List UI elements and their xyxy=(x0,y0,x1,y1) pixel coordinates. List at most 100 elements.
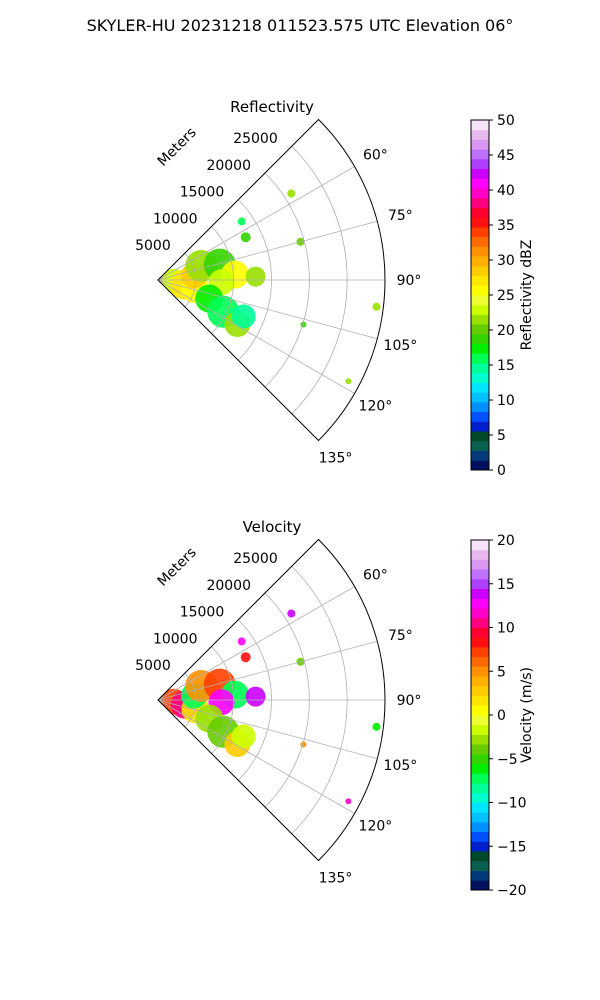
echo-field xyxy=(160,609,381,805)
colorbar-swatch xyxy=(471,353,489,364)
echo-blob xyxy=(231,304,256,329)
colorbar-swatch xyxy=(471,578,489,590)
colorbar-tick-label: −20 xyxy=(497,883,527,899)
colorbar-swatch xyxy=(471,608,489,619)
azimuth-spoke xyxy=(157,699,378,760)
colorbar-tick-label: 50 xyxy=(497,113,515,129)
colorbar-swatch xyxy=(471,207,489,218)
azimuth-tick-label: 105° xyxy=(384,758,418,774)
colorbar-swatch xyxy=(471,569,489,580)
colorbar-swatch xyxy=(471,549,489,560)
azimuth-tick-label: 60° xyxy=(363,568,388,584)
colorbar-swatch xyxy=(471,226,489,238)
colorbar-swatch xyxy=(471,792,489,803)
colorbar-tick-label: 0 xyxy=(497,708,506,724)
radial-tick-label: 20000 xyxy=(206,578,251,594)
panel-title: Reflectivity xyxy=(230,98,314,116)
azimuth-spoke xyxy=(157,640,378,701)
azimuth-tick-label: 75° xyxy=(388,628,413,644)
colorbar-tick-label: −15 xyxy=(497,839,527,855)
azimuth-tick-label: 75° xyxy=(388,208,413,224)
colorbar-swatch xyxy=(471,880,489,891)
colorbar-label: Reflectivity dBZ xyxy=(519,240,535,351)
colorbar-swatch xyxy=(471,656,489,667)
azimuth-tick-label: 135° xyxy=(319,871,353,887)
colorbar-swatch xyxy=(471,285,489,296)
colorbar-swatch xyxy=(471,158,489,170)
colorbar-swatch xyxy=(471,421,489,432)
colorbar-swatch xyxy=(471,588,489,599)
colorbar-swatch xyxy=(471,460,489,471)
azimuth-spoke xyxy=(157,699,355,814)
colorbar-swatch xyxy=(471,392,489,403)
azimuth-spoke xyxy=(157,220,378,281)
colorbar: 0 5 10 15 20 25 30 35 40 45 50 Reflectivity dBZ xyxy=(470,113,535,479)
colorbar-tick-label: 15 xyxy=(497,358,515,374)
colorbar-swatch xyxy=(471,333,489,345)
echo-blob xyxy=(231,724,256,749)
radial-tick-label: 10000 xyxy=(153,211,198,227)
echo-blob xyxy=(287,189,296,198)
colorbar-tick-label: 20 xyxy=(497,323,515,339)
colorbar-swatch xyxy=(471,666,489,677)
colorbar-swatch xyxy=(471,744,489,755)
colorbar-swatch xyxy=(471,559,489,570)
echo-blob xyxy=(372,302,381,311)
echo-blob xyxy=(345,378,352,385)
figure-title: SKYLER-HU 20231218 011523.575 UTC Elevat… xyxy=(86,16,514,35)
sector-outline xyxy=(157,118,386,442)
colorbar-swatch xyxy=(471,372,489,383)
colorbar-swatch xyxy=(471,870,489,881)
colorbar-swatch xyxy=(471,382,489,393)
azimuth-spoke xyxy=(157,586,355,701)
colorbar-tick-label: 5 xyxy=(497,664,506,680)
colorbar-swatch xyxy=(471,256,489,267)
colorbar-swatch xyxy=(471,685,489,696)
echo-blob xyxy=(372,722,381,731)
azimuth-tick-label: 135° xyxy=(319,451,353,467)
azimuth-tick-label: 60° xyxy=(363,148,388,164)
colorbar-tick-label: 5 xyxy=(497,428,506,444)
colorbar-swatch xyxy=(471,265,489,276)
colorbar-tick-label: 15 xyxy=(497,577,515,593)
colorbar-swatch xyxy=(471,139,489,150)
colorbar-swatch xyxy=(471,236,489,247)
colorbar-swatch xyxy=(471,637,489,648)
colorbar-swatch xyxy=(471,617,489,628)
colorbar-swatch xyxy=(471,363,489,374)
radial-tick-label: 10000 xyxy=(153,631,198,647)
colorbar-swatch xyxy=(471,724,489,735)
colorbar-swatch xyxy=(471,860,489,871)
colorbar-swatch xyxy=(471,705,489,716)
azimuth-tick-label: 105° xyxy=(384,338,418,354)
colorbar-swatch xyxy=(471,129,489,140)
colorbar-tick-label: 45 xyxy=(497,148,515,164)
colorbar-swatch xyxy=(471,411,489,422)
colorbar-swatch xyxy=(471,120,489,131)
colorbar-swatch xyxy=(471,188,489,199)
colorbar-swatch xyxy=(471,246,489,257)
radial-tick-label: 15000 xyxy=(180,185,225,201)
echo-blob xyxy=(240,652,251,663)
echo-blob xyxy=(287,609,296,618)
velocity-panel: Velocity 5000 10000 15000 20000 25000 60° 75° 90… xyxy=(135,518,535,899)
colorbar-tick-label: 0 xyxy=(497,463,506,479)
colorbar-swatch xyxy=(471,178,489,189)
azimuth-spoke xyxy=(157,279,355,394)
colorbar-swatch xyxy=(471,821,489,833)
radial-axis-label: Meters xyxy=(155,545,200,590)
azimuth-tick-label: 120° xyxy=(359,399,393,415)
sector-outline xyxy=(157,538,386,862)
radial-tick-label: 20000 xyxy=(206,158,251,174)
reflectivity-panel: Reflectivity 5000 10000 15000 20000 25000 60° 7… xyxy=(135,98,535,479)
echo-field xyxy=(160,189,381,385)
colorbar-swatch xyxy=(471,168,489,179)
colorbar-swatch xyxy=(471,627,489,638)
radial-tick-label: 15000 xyxy=(180,605,225,621)
echo-blob xyxy=(245,686,266,707)
colorbar: −20 −15 −10 −5 0 5 10 15 20 Velocity (m/s) xyxy=(470,533,535,899)
echo-blob xyxy=(345,798,352,805)
colorbar-swatch xyxy=(471,734,489,745)
colorbar-swatch xyxy=(471,401,489,413)
